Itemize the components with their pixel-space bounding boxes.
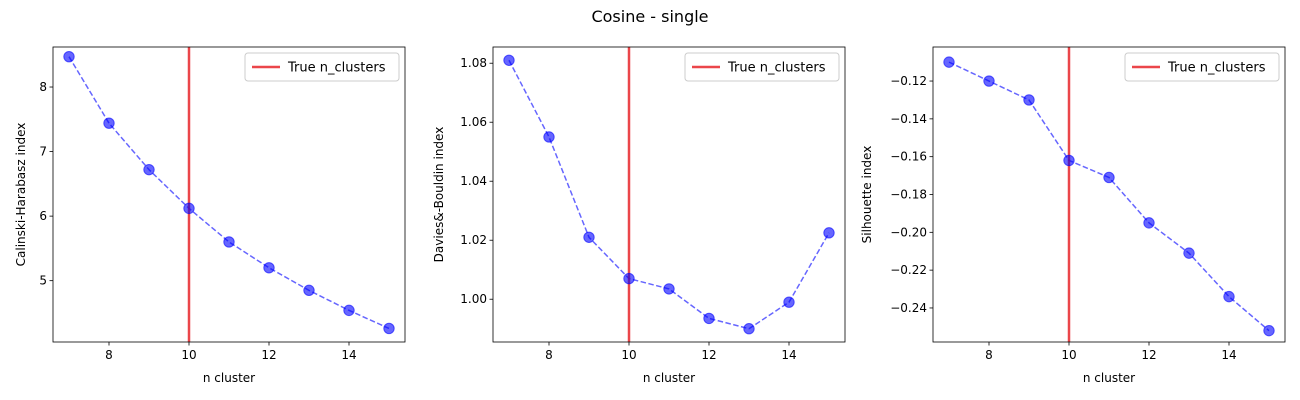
data-point bbox=[703, 312, 715, 325]
y-tick-label: 1.02 bbox=[460, 233, 487, 247]
y-tick-label: 1.06 bbox=[460, 115, 487, 129]
legend-box bbox=[244, 52, 400, 82]
legend-box bbox=[1124, 52, 1280, 82]
x-tick-label: 8 bbox=[105, 348, 113, 362]
data-point bbox=[1263, 324, 1275, 337]
y-tick-label: 6 bbox=[39, 209, 47, 223]
x-axis-label: n cluster bbox=[203, 371, 255, 385]
legend-label: True n_clusters bbox=[1167, 61, 1266, 76]
y-tick-label: 7 bbox=[39, 145, 47, 159]
x-tick-label: 10 bbox=[181, 348, 196, 362]
data-point bbox=[1223, 290, 1235, 303]
legend: True n_clusters bbox=[1124, 52, 1280, 82]
y-tick-label: −0.18 bbox=[890, 188, 927, 202]
series-line bbox=[68, 56, 390, 330]
x-tick-label: 8 bbox=[545, 348, 553, 362]
x-tick-label: 14 bbox=[341, 348, 356, 362]
x-axis-label: n cluster bbox=[643, 371, 695, 385]
y-tick-label: 1.08 bbox=[460, 56, 487, 70]
data-point bbox=[823, 227, 835, 239]
data-point bbox=[1103, 171, 1115, 184]
y-axis-label: Calinski-Harabasz index bbox=[14, 123, 28, 267]
y-tick-label: 1.00 bbox=[460, 292, 487, 306]
y-tick-label: −0.16 bbox=[890, 150, 927, 164]
data-point bbox=[623, 272, 635, 285]
axes-frame bbox=[52, 46, 406, 343]
y-tick-label: −0.14 bbox=[890, 112, 927, 126]
series-line bbox=[948, 61, 1270, 332]
figure-title: Cosine - single bbox=[591, 7, 708, 26]
x-tick-label: 10 bbox=[621, 348, 636, 362]
legend: True n_clusters bbox=[684, 52, 840, 82]
data-point bbox=[783, 296, 795, 308]
data-point bbox=[583, 231, 595, 243]
data-point bbox=[303, 284, 315, 297]
legend-label: True n_clusters bbox=[727, 61, 826, 76]
x-tick-label: 14 bbox=[781, 348, 796, 362]
x-tick-label: 12 bbox=[701, 348, 716, 362]
data-point bbox=[263, 262, 275, 274]
data-point bbox=[1183, 247, 1195, 259]
data-point bbox=[743, 323, 755, 335]
y-axis-label: Davies&-Bouldin index bbox=[432, 127, 446, 263]
legend-label: True n_clusters bbox=[287, 61, 386, 76]
x-tick-label: 12 bbox=[261, 348, 276, 362]
y-tick-label: 5 bbox=[39, 274, 47, 288]
axes-frame bbox=[492, 46, 846, 343]
data-point bbox=[343, 304, 355, 317]
x-tick-label: 14 bbox=[1221, 348, 1236, 362]
y-tick-label: −0.24 bbox=[890, 301, 927, 315]
legend: True n_clusters bbox=[244, 52, 400, 82]
data-point bbox=[223, 236, 235, 248]
data-point bbox=[543, 131, 555, 143]
data-point bbox=[383, 322, 395, 335]
x-axis-label: n cluster bbox=[1083, 371, 1135, 385]
data-point bbox=[1063, 154, 1075, 167]
data-point bbox=[503, 54, 515, 66]
y-axis-label: Silhouette index bbox=[860, 146, 874, 244]
y-tick-label: 1.04 bbox=[460, 174, 487, 188]
data-point bbox=[943, 56, 955, 68]
chart-panel-1: 8 10 12 14 5 6 7 8 n cluster Calinski-Harabasz in… bbox=[14, 46, 406, 385]
y-tick-label: −0.12 bbox=[890, 74, 927, 88]
data-point bbox=[63, 50, 75, 63]
data-point bbox=[103, 117, 115, 129]
y-tick-label: −0.22 bbox=[890, 263, 927, 277]
data-point bbox=[663, 283, 675, 295]
x-tick-label: 8 bbox=[985, 348, 993, 362]
y-tick-label: 8 bbox=[39, 80, 47, 94]
chart-panel-3: 8 10 12 14 −0.12 −0.14 −0.16 −0.18 −0.20 −0.22 −0.… bbox=[860, 46, 1286, 385]
chart-panel-2: 8 10 12 14 1.00 1.02 1.04 1.06 1.08 n cluster Davi… bbox=[432, 46, 846, 385]
legend-box bbox=[684, 52, 840, 82]
data-point bbox=[143, 163, 155, 176]
x-tick-label: 12 bbox=[1141, 348, 1156, 362]
data-point bbox=[1023, 94, 1035, 106]
x-tick-label: 10 bbox=[1061, 348, 1076, 362]
data-point bbox=[183, 202, 195, 215]
y-tick-label: −0.20 bbox=[890, 225, 927, 239]
data-point bbox=[983, 75, 995, 87]
data-point bbox=[1143, 217, 1155, 229]
